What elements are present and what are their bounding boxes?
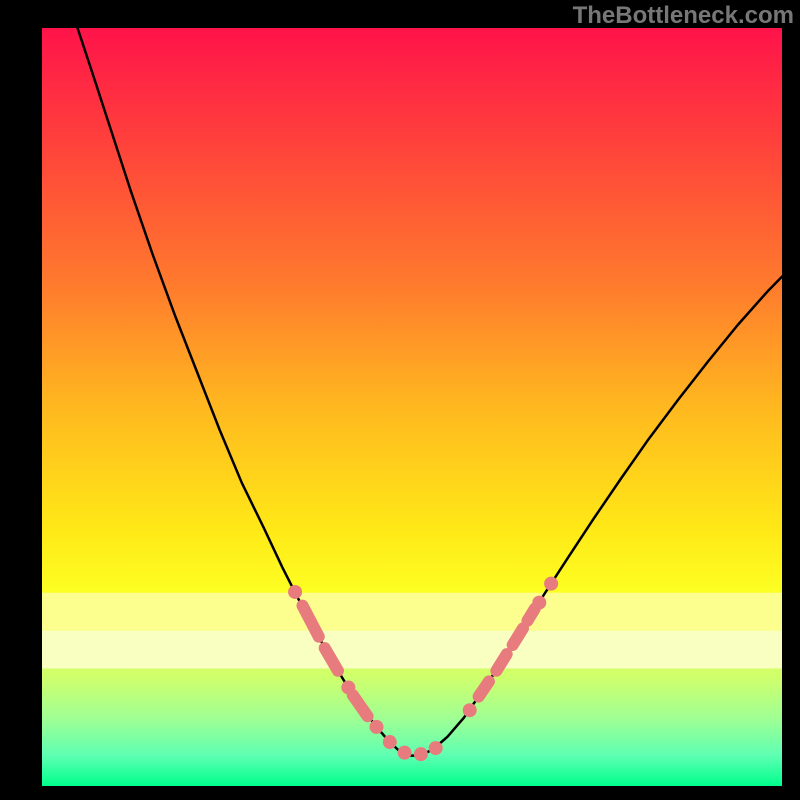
marker-dot-9 <box>544 577 558 591</box>
plot-area <box>42 28 782 786</box>
chart-svg <box>42 28 782 786</box>
highlight-band-1 <box>42 631 782 669</box>
marker-capsule-3 <box>479 681 489 696</box>
marker-dot-1 <box>341 680 355 694</box>
marker-dot-0 <box>288 585 302 599</box>
gradient-background <box>42 28 782 786</box>
highlight-band-0 <box>42 593 782 631</box>
chart-container: TheBottleneck.com <box>0 0 800 800</box>
marker-dot-7 <box>463 703 477 717</box>
marker-dot-5 <box>414 747 428 761</box>
marker-dot-3 <box>383 735 397 749</box>
watermark-text: TheBottleneck.com <box>573 2 794 30</box>
marker-dot-8 <box>532 596 546 610</box>
marker-capsule-6 <box>527 609 534 621</box>
marker-dot-2 <box>369 720 383 734</box>
marker-dot-6 <box>429 741 443 755</box>
marker-dot-4 <box>398 746 412 760</box>
